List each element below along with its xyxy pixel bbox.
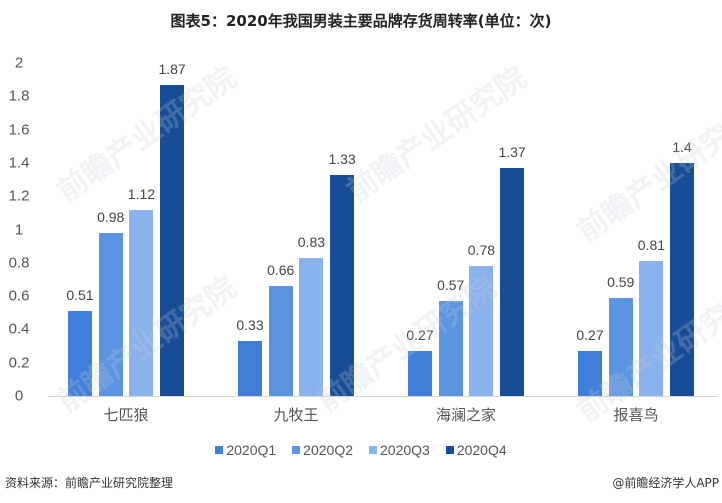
bar-2020q2	[268, 286, 293, 396]
legend-label: 2020Q3	[380, 442, 430, 458]
data-label: 0.27	[576, 327, 604, 344]
data-label: 0.33	[236, 317, 264, 334]
bar-2020q4	[330, 174, 355, 396]
y-tick-label: 0.4	[8, 320, 30, 338]
bar-2020q4	[670, 162, 695, 396]
y-tick-label: 0	[14, 387, 24, 405]
x-axis-line	[48, 396, 718, 397]
data-label: 0.83	[297, 233, 326, 250]
legend-swatch-icon	[369, 446, 377, 454]
legend-item-2020q2: 2020Q2	[292, 442, 353, 458]
legend-label: 2020Q4	[456, 442, 507, 458]
data-label: 0.81	[637, 237, 666, 254]
data-label: 1.87	[158, 60, 186, 77]
legend-swatch-icon	[292, 446, 301, 454]
bar-2020q1	[68, 311, 92, 396]
data-label: 0.66	[267, 262, 295, 279]
chart-legend: 2020Q1 2020Q2 2020Q3 2020Q4	[0, 442, 722, 458]
bar-2020q3	[469, 266, 494, 396]
x-category-label: 报喜鸟	[613, 406, 659, 424]
bar-2020q4	[500, 167, 525, 396]
data-label: 1.33	[328, 150, 356, 167]
bar-2020q1	[238, 341, 262, 396]
data-label: 1.37	[498, 143, 526, 160]
data-label: 1.4	[672, 138, 692, 155]
x-category-label: 海澜之家	[436, 406, 497, 424]
data-label: 0.51	[66, 287, 94, 304]
bar-2020q2	[438, 301, 463, 396]
bar-2020q4	[160, 84, 185, 396]
legend-label: 2020Q1	[226, 442, 277, 458]
source-note: 资料来源：前瞻产业研究院整理	[5, 476, 174, 490]
y-tick-label: 0.8	[8, 254, 30, 272]
legend-item-2020q3: 2020Q3	[369, 442, 430, 458]
x-category-label: 九牧王	[273, 406, 319, 424]
data-label: 0.98	[97, 208, 125, 225]
legend-swatch-icon	[445, 446, 454, 454]
data-label: 0.27	[406, 327, 434, 344]
bar-2020q1	[408, 351, 432, 396]
data-label: 0.59	[607, 273, 635, 290]
data-label: 1.12	[127, 185, 156, 202]
y-tick-label: 1.4	[8, 154, 30, 172]
y-tick-label: 0.2	[8, 354, 30, 372]
y-tick-label: 2	[14, 54, 24, 72]
bar-2020q2	[608, 297, 633, 396]
bar-2020q1	[578, 351, 602, 396]
y-tick-label: 1	[14, 221, 24, 238]
legend-item-2020q4: 2020Q4	[445, 442, 507, 458]
legend-item-2020q1: 2020Q1	[215, 442, 276, 458]
data-label: 0.78	[467, 242, 496, 259]
legend-label: 2020Q2	[303, 442, 353, 458]
legend-swatch-icon	[215, 446, 224, 454]
y-tick-label: 1.6	[8, 121, 30, 139]
bar-2020q3	[129, 209, 154, 396]
bar-2020q3	[299, 257, 324, 396]
y-tick-label: 0.6	[8, 287, 30, 305]
y-tick-label: 1.8	[8, 87, 30, 105]
chart-title: 图表5：2020年我国男装主要品牌存货周转率(单位：次)	[170, 12, 552, 30]
x-category-label: 七匹狼	[103, 406, 149, 424]
y-tick-label: 1.2	[8, 187, 30, 205]
data-label: 0.57	[437, 277, 465, 294]
bar-2020q2	[98, 232, 123, 396]
credit-note: @前瞻经济学人APP	[612, 476, 719, 490]
bar-2020q3	[639, 261, 664, 396]
